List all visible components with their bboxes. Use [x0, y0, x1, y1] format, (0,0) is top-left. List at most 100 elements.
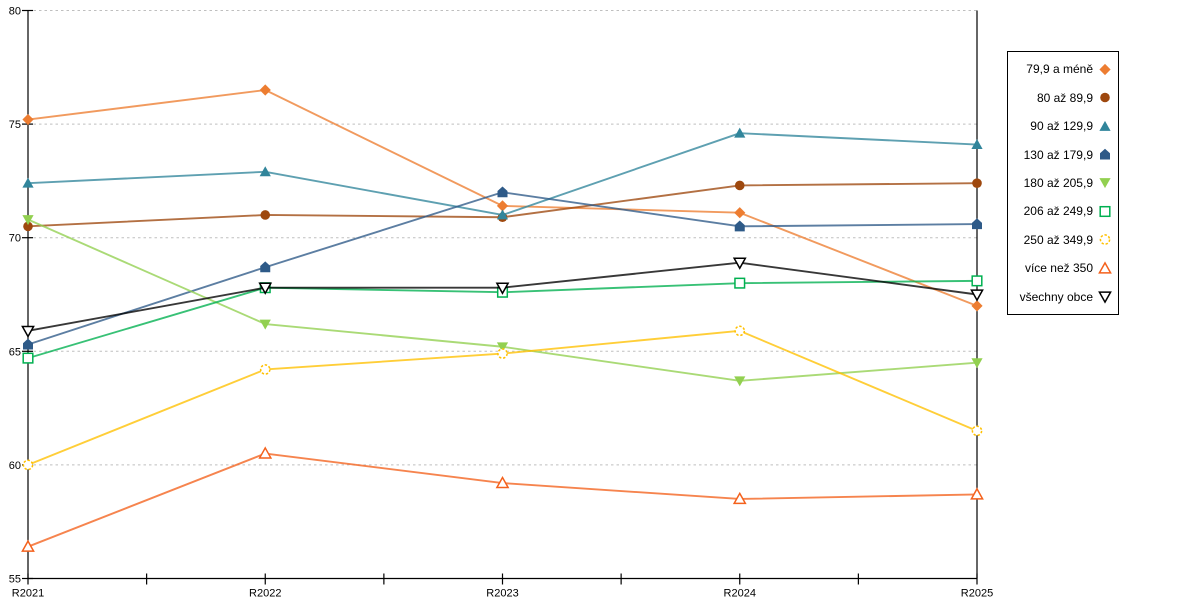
data-point-marker — [495, 475, 510, 489]
legend-label: 180 až 205,9 — [1023, 175, 1093, 190]
data-point-marker — [971, 358, 983, 369]
data-point-marker — [972, 178, 982, 188]
circle-filled-legend-icon — [1100, 92, 1110, 103]
data-point-marker — [260, 210, 271, 220]
triangle-down-open-legend-icon — [1098, 291, 1112, 304]
data-point-marker — [259, 364, 271, 375]
data-point-marker — [734, 220, 745, 232]
data-point-marker — [496, 200, 509, 212]
triangle-down-filled-legend-icon — [1099, 178, 1111, 189]
data-point-marker — [734, 376, 746, 387]
series-line — [27, 89, 978, 307]
data-point-marker — [734, 325, 746, 337]
data-point-marker — [23, 338, 33, 350]
legend-item: 79,9 a méně — [1008, 62, 1118, 77]
series-group — [22, 84, 983, 312]
data-point-marker — [734, 180, 745, 191]
series-group — [23, 186, 982, 350]
data-point-marker — [259, 84, 271, 96]
data-point-marker — [258, 282, 273, 295]
legend-label: 206 až 249,9 — [1023, 204, 1093, 219]
data-point-marker — [22, 352, 34, 364]
y-tick-label: 60 — [9, 460, 21, 472]
triangle-up-filled-legend-icon — [1099, 120, 1111, 131]
data-point-marker — [970, 487, 984, 500]
data-point-marker — [22, 459, 34, 471]
legend-item: všechny obce — [1008, 289, 1118, 304]
data-point-marker — [1099, 120, 1111, 131]
legend-item: 250 až 349,9 — [1008, 232, 1118, 247]
data-point-marker — [497, 186, 508, 198]
data-point-marker — [23, 221, 33, 232]
data-point-marker — [22, 113, 34, 126]
data-point-marker — [259, 319, 271, 330]
data-point-marker — [971, 300, 983, 312]
legend-item: 180 až 205,9 — [1008, 175, 1118, 190]
data-point-marker — [732, 491, 747, 505]
legend-label: všechny obce — [1019, 289, 1093, 304]
data-point-marker — [260, 261, 271, 273]
series-group — [21, 257, 984, 338]
triangle-up-open-legend-icon — [1098, 261, 1112, 274]
data-point-marker — [21, 325, 35, 338]
data-point-marker — [1098, 261, 1112, 274]
x-tick-label: R2022 — [249, 588, 281, 600]
legend-label: 90 až 129,9 — [1030, 119, 1093, 134]
data-point-marker — [734, 277, 746, 289]
data-point-marker — [22, 177, 34, 188]
legend-item: 90 až 129,9 — [1008, 119, 1118, 134]
square-open-legend-icon — [1099, 205, 1111, 217]
data-point-marker — [22, 215, 34, 226]
chart-legend: 79,9 a méně 80 až 89,9 90 až 129,9 130 až 1… — [1007, 51, 1119, 315]
y-tick-label: 65 — [9, 346, 21, 358]
data-point-marker — [734, 127, 746, 138]
data-point-marker — [1099, 178, 1111, 189]
series-group — [22, 325, 983, 471]
x-tick-label: R2023 — [486, 588, 518, 600]
legend-label: 80 až 89,9 — [1036, 90, 1093, 105]
y-tick-label: 55 — [9, 574, 21, 586]
diamond-filled-legend-icon — [1099, 63, 1111, 75]
data-point-marker — [258, 446, 273, 459]
data-point-marker — [259, 166, 271, 177]
legend-label: více než 350 — [1024, 261, 1093, 276]
data-point-marker — [732, 257, 747, 270]
data-point-marker — [971, 138, 983, 149]
series-line — [27, 452, 978, 548]
series-group — [22, 215, 983, 387]
legend-item: více než 350 — [1008, 261, 1118, 276]
data-point-marker — [972, 218, 982, 230]
legend-label: 79,9 a méně — [1026, 62, 1093, 77]
data-point-marker — [1100, 148, 1110, 160]
data-point-marker — [21, 539, 35, 552]
pentagon-filled-legend-icon — [1100, 148, 1110, 160]
x-tick-label: R2025 — [961, 588, 993, 600]
data-point-marker — [1098, 291, 1112, 304]
data-point-marker — [496, 209, 509, 220]
y-tick-label: 80 — [9, 6, 21, 18]
data-point-marker — [495, 282, 510, 295]
data-point-marker — [970, 289, 984, 302]
x-tick-label: R2024 — [724, 588, 756, 600]
data-point-marker — [1100, 92, 1110, 103]
x-tick-label: R2021 — [12, 588, 44, 600]
legend-item: 130 až 179,9 — [1008, 147, 1118, 162]
data-point-marker — [971, 275, 983, 287]
data-point-marker — [497, 348, 508, 359]
series-group — [22, 127, 983, 220]
series-group — [21, 446, 984, 552]
circle-open-dashed-legend-icon — [1099, 234, 1111, 246]
data-point-marker — [1099, 63, 1111, 75]
data-point-marker — [496, 342, 509, 353]
data-point-marker — [971, 425, 983, 437]
data-point-marker — [734, 207, 746, 219]
data-point-marker — [1099, 205, 1111, 217]
y-tick-label: 70 — [9, 233, 21, 245]
data-point-marker — [1099, 234, 1111, 246]
legend-item: 80 až 89,9 — [1008, 90, 1118, 105]
legend-item: 206 až 249,9 — [1008, 204, 1118, 219]
y-tick-label: 75 — [9, 119, 21, 131]
legend-label: 250 až 349,9 — [1023, 232, 1093, 247]
